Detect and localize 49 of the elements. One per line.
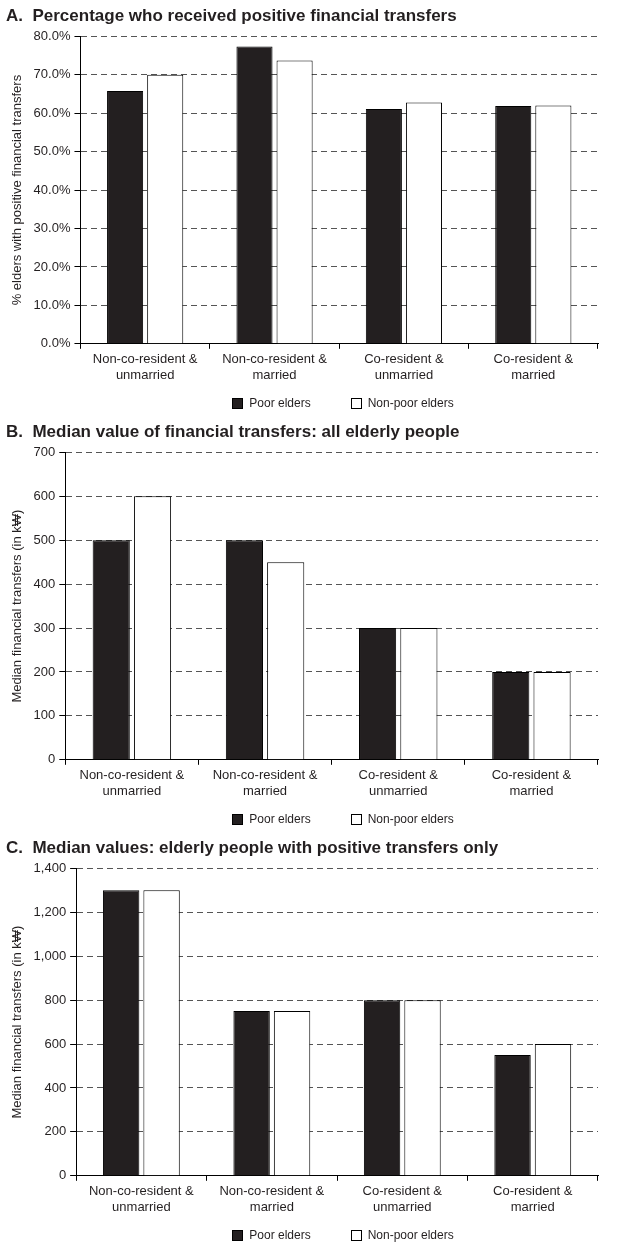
y-tick-label: 600 [33, 487, 56, 503]
x-tick-label: Non-co-resident & married [212, 767, 318, 798]
x-tick-label: Co-resident & unmarried [364, 351, 444, 382]
y-tick-label: 20.0% [33, 258, 71, 274]
x-tick-label: Co-resident & married [493, 351, 574, 382]
y-tick-label: 500 [33, 531, 56, 547]
y-tick-label: 40.0% [33, 181, 71, 197]
y-tick-label: 1,200 [33, 903, 67, 919]
x-tick-label: Co-resident & married [491, 767, 572, 798]
y-tick-label: 30.0% [33, 220, 71, 236]
x-tick-label: Co-resident & unmarried [362, 1183, 443, 1214]
legend-label: Non-poor elders [367, 812, 454, 826]
y-tick-label: 50.0% [33, 143, 71, 159]
y-tick-label: 700 [33, 443, 56, 459]
x-tick-label: Non-co-resident & unmarried [92, 351, 198, 382]
legend-label: Non-poor elders [367, 1228, 454, 1242]
y-tick-label: 100 [33, 707, 56, 723]
x-tick-label: Co-resident & unmarried [358, 767, 439, 798]
y-tick-label: 60.0% [33, 104, 71, 120]
y-tick-label: 10.0% [33, 296, 71, 312]
y-tick-label: 0 [48, 751, 56, 767]
legend-label: Poor elders [249, 396, 311, 410]
x-tick-label: Co-resident & married [493, 1183, 573, 1214]
y-tick-label: 300 [33, 619, 56, 635]
y-tick-label: 1,000 [33, 947, 67, 963]
legend-label: Poor elders [249, 812, 311, 826]
y-tick-label: 0 [58, 1167, 67, 1183]
y-tick-label: 800 [44, 991, 67, 1007]
y-axis-title: % elders with positive financial transfers [9, 74, 25, 306]
x-tick-label: Non-co-resident & unmarried [79, 767, 185, 798]
legend-label: Non-poor elders [367, 396, 454, 410]
y-axis-title: Median financial transfers (in k₩) [9, 509, 25, 703]
y-tick-label: 400 [44, 1079, 67, 1095]
x-tick-label: Non-co-resident & married [219, 1183, 325, 1214]
chart-title: C. Median values: elderly people with positive transfers only [6, 837, 499, 857]
chart-title: B. Median value of financial transfers: all elderly people [6, 421, 460, 441]
y-tick-label: 80.0% [33, 27, 71, 43]
x-tick-label: Non-co-resident & married [222, 351, 328, 382]
x-tick-label: Non-co-resident & unmarried [88, 1183, 195, 1214]
legend-label: Poor elders [249, 1228, 311, 1242]
y-tick-label: 200 [33, 663, 56, 679]
y-axis-title: Median financial transfers (in k₩) [9, 925, 25, 1119]
y-tick-label: 1,400 [33, 859, 67, 875]
chart-title: A. Percentage who received positive financial transfers [6, 5, 457, 25]
y-tick-label: 400 [33, 575, 56, 591]
y-tick-label: 600 [44, 1035, 67, 1051]
y-tick-label: 70.0% [33, 66, 71, 82]
y-tick-label: 200 [44, 1123, 67, 1139]
y-tick-label: 0.0% [40, 335, 71, 351]
